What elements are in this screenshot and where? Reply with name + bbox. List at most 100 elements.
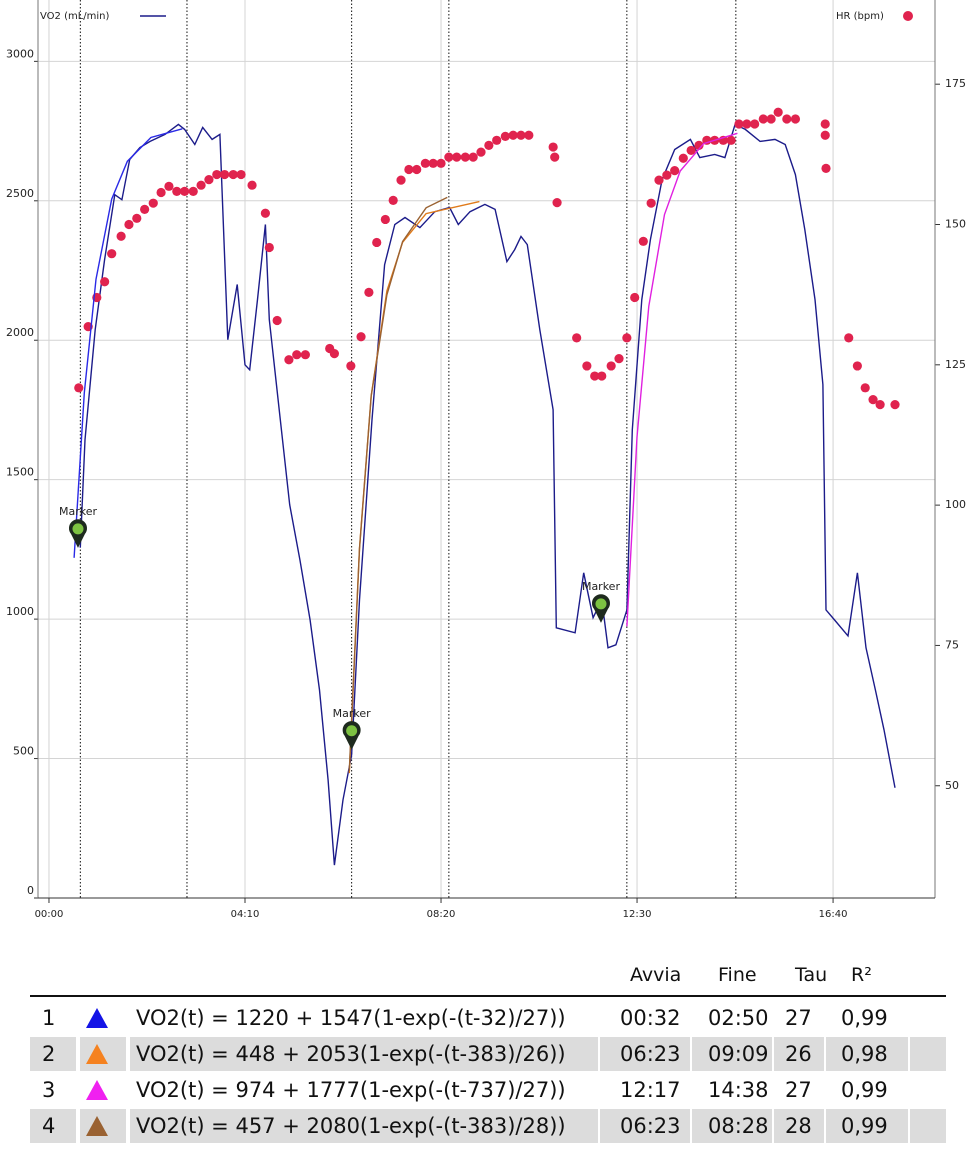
hr-point — [868, 395, 878, 405]
table-header: R² — [851, 964, 872, 986]
hr-point — [272, 315, 282, 326]
hr-point — [516, 130, 526, 140]
hr-point — [492, 135, 502, 145]
hr-point — [196, 180, 206, 190]
hr-point — [552, 198, 562, 208]
table-header: Avvia — [630, 964, 682, 986]
hr-point — [164, 181, 174, 191]
x-tick-label: 16:40 — [819, 909, 848, 920]
formula: VO2(t) = 974 + 1777(1-exp(-(t-737)/27)) — [136, 1078, 566, 1102]
hr-point — [468, 152, 478, 162]
marker-label: Marker — [59, 505, 97, 518]
marker-dot — [346, 725, 358, 737]
hr-point — [172, 186, 182, 196]
hr-point — [890, 400, 900, 410]
row-icon — [86, 1116, 108, 1136]
y2-tick-label: 100 — [945, 498, 966, 511]
hr-point — [188, 186, 198, 196]
cell-end: 14:38 — [708, 1078, 769, 1102]
row-index: 3 — [42, 1078, 56, 1102]
hr-point — [180, 186, 190, 196]
hr-point — [372, 237, 382, 248]
fit-line — [348, 200, 480, 774]
cell-start: 00:32 — [620, 1006, 681, 1030]
hr-point — [100, 277, 110, 287]
y2-tick-label: 150 — [945, 218, 966, 231]
y-tick-label: 1000 — [6, 605, 34, 618]
hr-point — [820, 130, 830, 140]
chart: 0 500 1000 1500 2000 2500 3000 00:00 04:10 08:20 1… — [6, 0, 966, 920]
hr-point — [734, 119, 744, 129]
cell-r2: 0,98 — [841, 1042, 888, 1066]
cell-start: 06:23 — [620, 1042, 681, 1066]
row-index: 4 — [42, 1114, 56, 1138]
hr-point — [364, 287, 374, 298]
cell-r2: 0,99 — [841, 1078, 888, 1102]
triangle — [86, 1008, 108, 1028]
y-tick-label: 0 — [27, 884, 34, 897]
y-tick-label: 500 — [13, 745, 34, 758]
cell-end: 02:50 — [708, 1006, 769, 1030]
cell-r2: 0,99 — [841, 1114, 888, 1138]
x-tick-label: 08:20 — [427, 909, 456, 920]
row-shade — [826, 1037, 908, 1071]
legend-label: VO2 (mL/min) — [40, 11, 110, 22]
hr-point — [742, 119, 752, 129]
hr-point — [329, 348, 339, 359]
triangle — [86, 1080, 108, 1100]
formula: VO2(t) = 457 + 2080(1-exp(-(t-383)/28)) — [136, 1114, 566, 1138]
formula: VO2(t) = 448 + 2053(1-exp(-(t-383)/26)) — [136, 1042, 566, 1066]
hr-point — [484, 140, 494, 150]
hr-point — [452, 152, 462, 162]
hr-point — [790, 114, 801, 124]
row-shade — [80, 1037, 126, 1071]
hr-point — [260, 208, 270, 218]
hr-point — [428, 158, 438, 168]
hr-point — [107, 249, 117, 259]
hr-point — [852, 361, 862, 371]
marker-label: Marker — [333, 707, 371, 720]
hr-point — [380, 214, 390, 225]
hr-point — [356, 332, 366, 342]
hr-point — [476, 147, 486, 157]
fit-line — [626, 132, 738, 627]
y-tick-label: 2000 — [6, 326, 34, 339]
y-tick-label: 1500 — [6, 466, 34, 479]
cell-start: 06:23 — [620, 1114, 681, 1138]
triangle — [86, 1044, 108, 1064]
hr-point — [524, 130, 534, 140]
fit-line — [348, 196, 448, 771]
hr-point — [622, 333, 632, 343]
hr-point — [396, 175, 406, 185]
row-shade — [30, 1109, 76, 1143]
row-shade — [130, 1109, 598, 1143]
y2-tick-label: 75 — [945, 638, 959, 651]
hr-point — [766, 114, 776, 124]
row-shade — [692, 1109, 772, 1143]
table-rule — [30, 995, 946, 997]
hr-point — [436, 158, 446, 168]
hr-point — [686, 145, 696, 156]
hr-point — [204, 175, 214, 185]
hr-point — [820, 119, 830, 129]
legend-swatch — [903, 11, 913, 21]
hr-point — [590, 371, 600, 381]
hr-point — [860, 383, 870, 393]
row-icon — [86, 1008, 108, 1028]
hr-point — [694, 140, 704, 150]
hr-point — [132, 213, 142, 223]
x-tick-label: 04:10 — [231, 909, 260, 920]
hr-point — [678, 153, 688, 163]
hr-point — [148, 198, 158, 208]
hr-point — [582, 361, 592, 371]
row-shade — [80, 1109, 126, 1143]
hr-point — [420, 158, 430, 168]
row-icon — [86, 1080, 108, 1100]
hr-point — [662, 170, 672, 180]
hr-point — [758, 114, 768, 124]
hr-point — [264, 242, 274, 253]
marker-label: Marker — [582, 580, 620, 593]
hr-point — [638, 236, 648, 246]
row-shade — [600, 1037, 690, 1071]
fit-line — [73, 128, 183, 558]
